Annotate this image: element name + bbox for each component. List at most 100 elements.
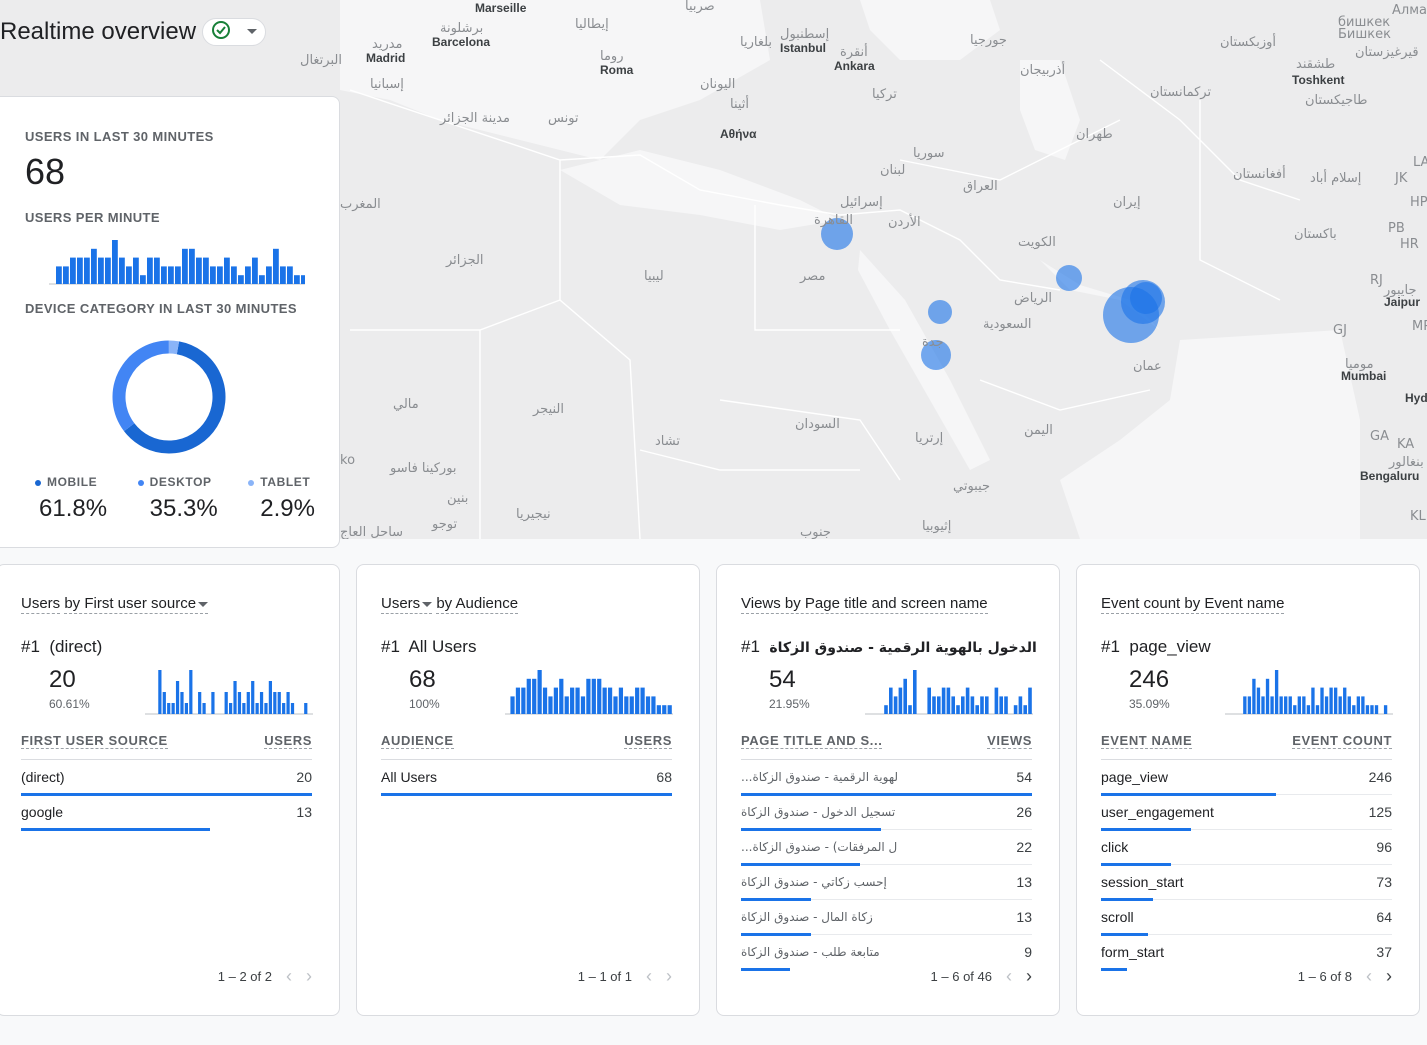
- column-header-metric[interactable]: EVENT COUNT: [1292, 733, 1392, 749]
- sparkline-bar[interactable]: [613, 696, 618, 714]
- per-minute-bar[interactable]: [231, 266, 237, 284]
- sparkline-bar[interactable]: [1028, 687, 1032, 714]
- sparkline-bar[interactable]: [651, 696, 656, 714]
- card-title-metric[interactable]: Users: [381, 595, 421, 612]
- sparkline-bar[interactable]: [290, 703, 295, 714]
- table-row[interactable]: click 96: [1101, 830, 1392, 866]
- sparkline-bar[interactable]: [913, 670, 917, 714]
- sparkline-bar[interactable]: [985, 696, 989, 714]
- sparkline-bar[interactable]: [1315, 705, 1320, 714]
- users-per-minute-chart[interactable]: [49, 237, 305, 285]
- donut-slice-mobile[interactable]: [124, 341, 226, 454]
- sparkline-bar[interactable]: [951, 696, 955, 714]
- per-minute-bar[interactable]: [280, 266, 286, 284]
- table-row[interactable]: user_engagement 125: [1101, 795, 1392, 831]
- sparkline-bar[interactable]: [1347, 696, 1351, 714]
- sparkline-bar[interactable]: [1383, 705, 1388, 714]
- per-minute-bar[interactable]: [189, 248, 195, 284]
- table-row[interactable]: session_start 73: [1101, 865, 1392, 901]
- sparkline-bar[interactable]: [927, 687, 931, 714]
- sparkline-bar[interactable]: [537, 670, 542, 714]
- sparkline-bar[interactable]: [1324, 696, 1329, 714]
- per-minute-bar[interactable]: [294, 275, 300, 284]
- sparkline-bar[interactable]: [304, 703, 308, 714]
- per-minute-bar[interactable]: [147, 257, 153, 284]
- sparkline-bar[interactable]: [1018, 696, 1023, 714]
- column-header-dimension[interactable]: PAGE TITLE AND S...: [741, 733, 883, 749]
- sparkline-bar[interactable]: [548, 696, 553, 714]
- sparkline-bar[interactable]: [1023, 705, 1027, 714]
- per-minute-bar[interactable]: [168, 266, 174, 284]
- sparkline-bar[interactable]: [1311, 687, 1315, 714]
- sparkline-bar[interactable]: [515, 687, 521, 714]
- chevron-right-icon[interactable]: ›: [1026, 966, 1032, 986]
- sparkline-bar[interactable]: [1265, 678, 1270, 714]
- sparkline-bar[interactable]: [251, 681, 255, 714]
- sparkline-bar[interactable]: [1288, 696, 1292, 714]
- sparkline-bar[interactable]: [1329, 687, 1333, 714]
- per-minute-bar[interactable]: [77, 257, 83, 284]
- sparkline-bar[interactable]: [1247, 696, 1252, 714]
- sparkline-bar[interactable]: [532, 678, 537, 714]
- top-item-sparkline[interactable]: [865, 665, 1033, 715]
- sparkline-bar[interactable]: [1374, 705, 1379, 714]
- sparkline-bar[interactable]: [559, 678, 564, 714]
- sparkline-bar[interactable]: [233, 681, 237, 714]
- table-row[interactable]: متابعة طلب - صندوق الزكاة 9: [741, 935, 1032, 971]
- per-minute-bar[interactable]: [287, 266, 293, 284]
- sparkline-bar[interactable]: [202, 703, 206, 714]
- sparkline-bar[interactable]: [1270, 696, 1274, 714]
- chevron-left-icon[interactable]: ‹: [1366, 966, 1372, 986]
- sparkline-bar[interactable]: [1361, 696, 1365, 714]
- column-header-metric[interactable]: VIEWS: [987, 733, 1032, 749]
- sparkline-bar[interactable]: [1013, 705, 1018, 714]
- sparkline-bar[interactable]: [1320, 687, 1324, 714]
- sparkline-bar[interactable]: [591, 678, 596, 714]
- table-row[interactable]: google 13: [21, 795, 312, 831]
- chevron-down-icon[interactable]: [198, 601, 209, 607]
- sparkline-bar[interactable]: [937, 696, 941, 714]
- chevron-left-icon[interactable]: ‹: [1006, 966, 1012, 986]
- per-minute-bar[interactable]: [63, 266, 69, 284]
- sparkline-bar[interactable]: [618, 687, 624, 714]
- sparkline-bar[interactable]: [575, 687, 580, 714]
- sparkline-bar[interactable]: [1338, 696, 1342, 714]
- card-title-metric[interactable]: Users: [21, 595, 61, 614]
- sparkline-bar[interactable]: [1256, 687, 1261, 714]
- per-minute-bar[interactable]: [119, 257, 125, 284]
- sparkline-bar[interactable]: [956, 705, 960, 714]
- sparkline-bar[interactable]: [526, 678, 531, 714]
- chevron-right-icon[interactable]: ›: [1386, 966, 1392, 986]
- sparkline-bar[interactable]: [994, 687, 999, 714]
- sparkline-bar[interactable]: [640, 687, 645, 714]
- per-minute-bar[interactable]: [217, 266, 223, 284]
- sparkline-bar[interactable]: [970, 696, 975, 714]
- sparkline-bar[interactable]: [229, 703, 233, 714]
- sparkline-bar[interactable]: [211, 692, 215, 714]
- sparkline-bar[interactable]: [237, 692, 242, 714]
- world-map[interactable]: Marseille برشلونة Barcelona إيطاليا صربيا بلغ…: [0, 0, 1427, 539]
- chevron-left-icon[interactable]: ‹: [646, 966, 652, 986]
- sparkline-bar[interactable]: [510, 696, 515, 714]
- per-minute-bar[interactable]: [112, 240, 118, 284]
- table-row[interactable]: page_view 246: [1101, 760, 1392, 796]
- sparkline-bar[interactable]: [1284, 696, 1288, 714]
- per-minute-bar[interactable]: [105, 257, 111, 284]
- per-minute-bar[interactable]: [84, 257, 90, 284]
- column-header-metric[interactable]: USERS: [624, 733, 672, 749]
- sparkline-bar[interactable]: [273, 692, 277, 714]
- column-header-metric[interactable]: USERS: [264, 733, 312, 749]
- sparkline-bar[interactable]: [667, 705, 672, 714]
- sparkline-bar[interactable]: [268, 681, 273, 714]
- sparkline-bar[interactable]: [277, 692, 281, 714]
- per-minute-bar[interactable]: [154, 257, 160, 284]
- sparkline-bar[interactable]: [286, 692, 290, 714]
- sparkline-bar[interactable]: [932, 696, 936, 714]
- sparkline-bar[interactable]: [189, 670, 193, 714]
- sparkline-bar[interactable]: [586, 678, 591, 714]
- sparkline-bar[interactable]: [264, 703, 268, 714]
- device-donut-chart[interactable]: [109, 337, 229, 457]
- per-minute-bar[interactable]: [210, 266, 216, 284]
- per-minute-bar[interactable]: [126, 266, 132, 284]
- chevron-down-icon[interactable]: [422, 601, 433, 607]
